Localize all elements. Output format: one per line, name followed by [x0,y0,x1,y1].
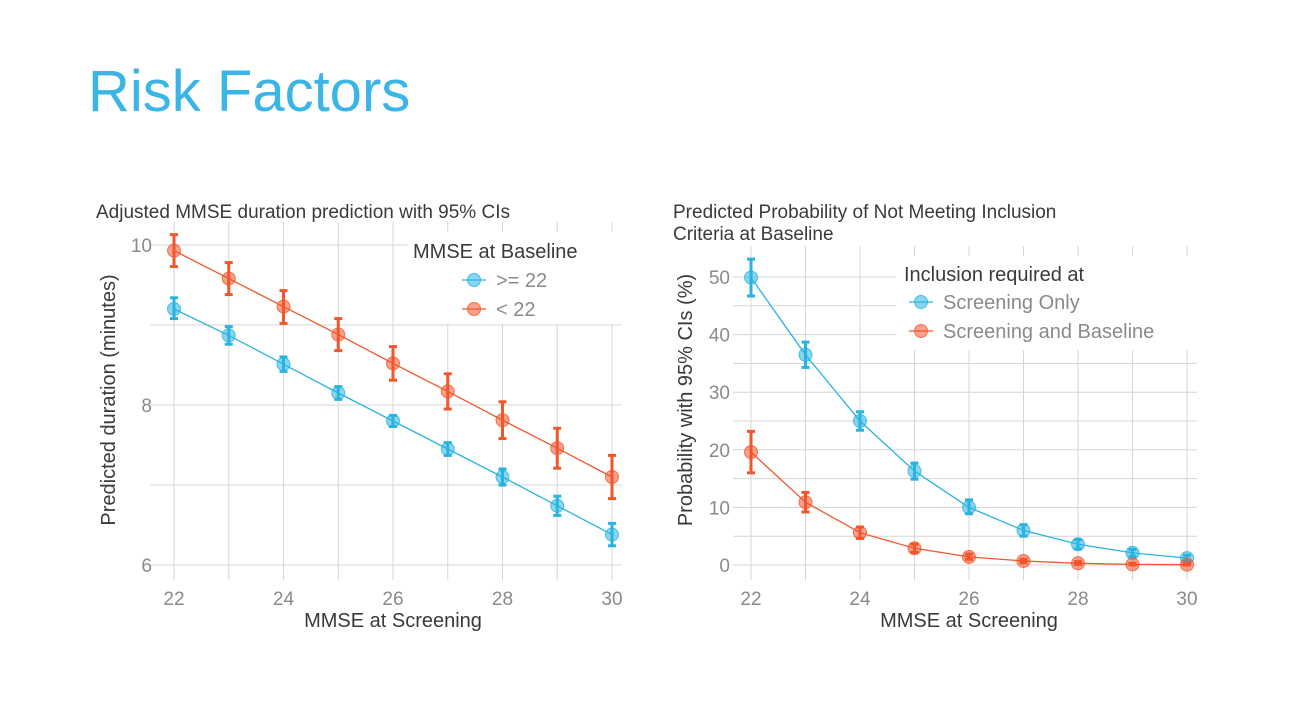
data-point [853,525,867,540]
data-point [167,302,181,316]
x-tick-label: 24 [849,589,871,610]
data-point [1180,557,1194,572]
x-tick-label: 22 [163,589,184,610]
data-point [744,445,758,460]
data-point [1016,553,1031,568]
x-axis-title: MMSE at Screening [880,610,1058,632]
x-tick-label: 26 [958,589,979,610]
data-point [1016,523,1031,538]
x-tick-label: 28 [492,589,513,610]
y-tick-label: 30 [709,383,730,404]
x-axis-title: MMSE at Screening [304,610,482,632]
x-tick-label: 24 [273,589,295,610]
legend-key-marker [467,302,481,316]
data-point [550,498,565,513]
data-point [221,271,236,286]
slide-title: Risk Factors [88,59,411,124]
y-tick-label: 10 [709,498,730,519]
y-tick-label: 20 [709,441,730,462]
data-point [167,243,181,258]
data-point [276,357,291,372]
data-point [550,441,565,456]
legend-key-marker [467,273,481,287]
legend-background [408,232,622,324]
data-point [907,464,922,479]
chart-title-line: Adjusted MMSE duration prediction with 9… [96,202,510,223]
series-2 [167,233,619,501]
data-point [798,347,813,362]
legend-label: < 22 [496,299,535,321]
data-point [1071,537,1085,552]
chart-2: Predicted Probability of Not Meeting Inc… [673,202,1198,632]
data-point [1125,557,1140,572]
data-point [1071,556,1085,571]
y-tick-label: 6 [141,556,152,577]
data-point [221,328,236,343]
x-tick-label: 22 [740,589,761,610]
data-point [853,414,867,428]
series-1 [744,257,1194,566]
data-point [495,413,510,428]
legend: MMSE at Baseline >= 22 < 22 [413,241,578,321]
chart-title: Predicted Probability of Not Meeting Inc… [673,202,1056,245]
y-axis-title: Probability with 95% CIs (%) [675,274,697,526]
y-tick-label: 8 [141,396,152,417]
series-2 [744,429,1194,572]
y-tick-label: 10 [131,236,152,257]
legend-background [896,256,1198,350]
chart-title-line: Predicted Probability of Not Meeting Inc… [673,202,1056,223]
x-tick-label: 26 [382,589,403,610]
data-point [907,541,922,556]
x-tick-label: 28 [1067,589,1088,610]
data-point [605,527,619,542]
data-point [744,270,758,285]
legend-title: Inclusion required at [904,264,1085,286]
legend-label: >= 22 [496,270,547,292]
chart-1: Adjusted MMSE duration prediction with 9… [96,202,623,632]
data-point [962,500,976,515]
y-tick-label: 50 [709,268,730,289]
data-point [331,386,346,400]
data-point [440,384,455,399]
y-tick-label: 40 [709,326,730,347]
x-tick-label: 30 [601,589,622,610]
data-point [386,356,400,371]
data-point [276,299,291,314]
data-point [605,470,619,484]
data-point [386,414,400,428]
data-point [331,327,346,342]
legend-label: Screening Only [943,292,1080,314]
legend-key-marker [914,295,928,309]
data-point [798,495,813,510]
y-tick-label: 0 [719,556,730,577]
legend-title: MMSE at Baseline [413,241,578,263]
chart-title: Adjusted MMSE duration prediction with 9… [96,202,510,223]
legend-key-marker [914,324,928,338]
series-1 [167,296,619,548]
y-axis-title: Predicted duration (minutes) [98,274,120,525]
legend-label: Screening and Baseline [943,321,1154,343]
data-point [495,470,510,484]
chart-title-line: Criteria at Baseline [673,224,834,245]
data-point [962,549,976,564]
data-point [440,442,455,456]
x-tick-label: 30 [1176,589,1197,610]
legend: Inclusion required at Screening Only Scree… [904,264,1154,343]
